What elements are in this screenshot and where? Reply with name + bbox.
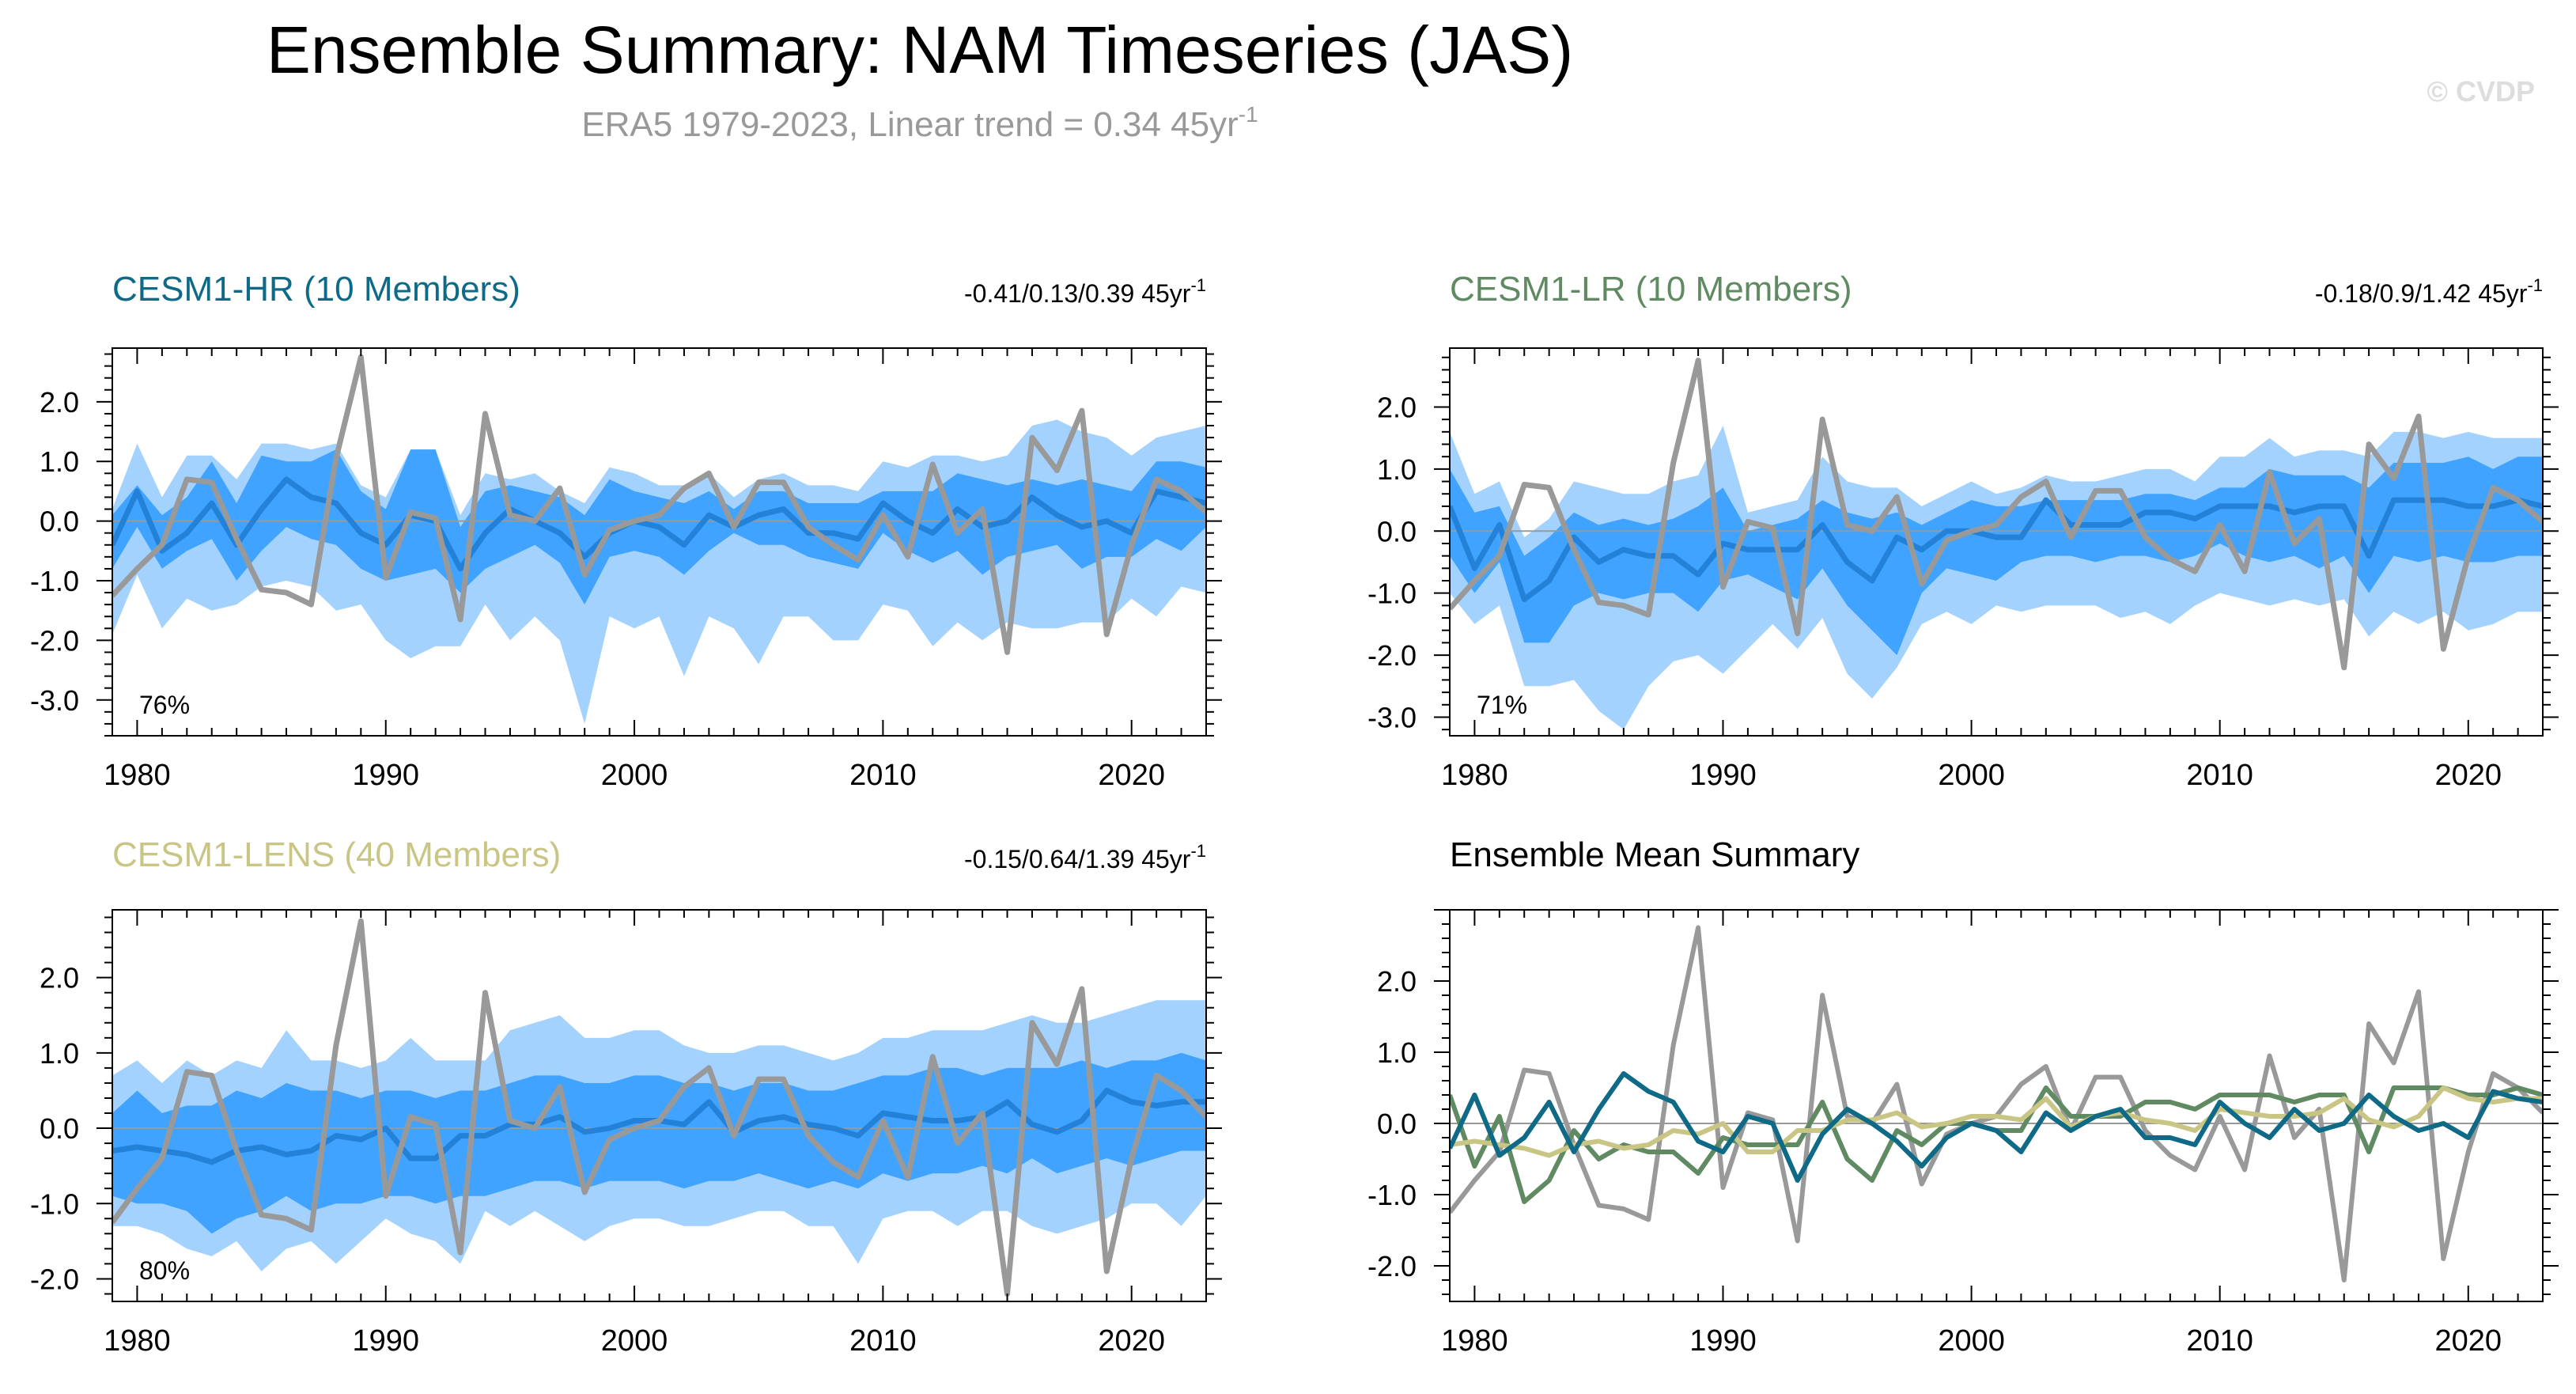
- plot-area: [1450, 925, 2543, 1282]
- panel-title: Ensemble Mean Summary: [1450, 835, 1859, 874]
- figure-title: Ensemble Summary: NAM Timeseries (JAS): [267, 13, 1573, 87]
- x-tick-label: 2010: [2186, 759, 2253, 792]
- watermark: © CVDP: [2427, 75, 2535, 108]
- y-tick-label: 1.0: [40, 1037, 79, 1070]
- x-tick-label: 2020: [1098, 1324, 1165, 1358]
- y-tick-label: -1.0: [30, 1188, 79, 1220]
- y-tick-label: 1.0: [1377, 453, 1417, 486]
- panels: 1980 1990 2000 2010 2020 2.0 1.0 0.0 -1.0 -2.0 -3.…: [30, 270, 2559, 1358]
- trend-label: -0.15/0.64/1.39 45yr-1: [964, 841, 1206, 873]
- x-tick-label: 1980: [104, 1324, 171, 1358]
- trend-sup: -1: [1190, 841, 1206, 861]
- y-tick-label: 0.0: [1377, 515, 1417, 547]
- y-tick-label: 0.0: [40, 506, 79, 538]
- trend-label: -0.18/0.9/1.42 45yr-1: [2315, 275, 2543, 308]
- panel-1: 1980 1990 2000 2010 2020 2.0 1.0 0.0 -1.0 -2.0 -3.…: [30, 270, 1222, 792]
- y-tick-label: 0.0: [1377, 1108, 1417, 1140]
- trend-text: -0.18/0.9/1.42 45yr: [2315, 279, 2528, 308]
- y-tick-label: 2.0: [40, 962, 79, 994]
- x-tick-label: 2000: [601, 1324, 668, 1358]
- y-tick-label: -2.0: [30, 1263, 79, 1295]
- percent-label: 80%: [139, 1256, 190, 1285]
- y-tick-label: -3.0: [30, 684, 79, 717]
- plot-area: [112, 918, 1206, 1297]
- x-tick-label: 1990: [352, 1324, 419, 1358]
- y-tick-label: 1.0: [1377, 1036, 1417, 1069]
- lens-mean-line: [1450, 1085, 2543, 1158]
- x-tick-label: 1990: [352, 759, 419, 792]
- y-tick-label: -2.0: [1367, 1250, 1417, 1282]
- y-tick-label: -2.0: [30, 624, 79, 657]
- y-tick-label: -1.0: [1367, 578, 1417, 610]
- y-tick-label: -2.0: [1367, 639, 1417, 672]
- y-tick-label: 1.0: [40, 445, 79, 478]
- y-tick-label: 2.0: [1377, 391, 1417, 423]
- trend-text: -0.15/0.64/1.39 45yr: [964, 845, 1191, 873]
- x-tick-label: 2000: [1938, 759, 2005, 792]
- panel-2: 1980 1990 2000 2010 2020 2.0 1.0 0.0 -1.0 -2.0 -3.…: [1367, 270, 2559, 792]
- trend-text: -0.41/0.13/0.39 45yr: [964, 279, 1191, 308]
- obs-line: [112, 918, 1206, 1297]
- panel-4: 1980 1990 2000 2010 2020 2.0 1.0 0.0 -1.0 -2.0 Ens…: [1367, 835, 2559, 1358]
- x-tick-label: 2010: [849, 759, 917, 792]
- figure-subtitle: ERA5 1979-2023, Linear trend = 0.34 45yr…: [581, 102, 1258, 144]
- panel-title: CESM1-LR (10 Members): [1450, 270, 1852, 309]
- obs-line: [112, 354, 1206, 655]
- trend-sup: -1: [2527, 275, 2543, 295]
- trend-label: -0.41/0.13/0.39 45yr-1: [964, 275, 1206, 308]
- x-tick-label: 1990: [1689, 1324, 1757, 1358]
- panel-3: 1980 1990 2000 2010 2020 2.0 1.0 0.0 -1.0 -2.0 CES…: [30, 835, 1222, 1358]
- x-tick-label: 2000: [601, 759, 668, 792]
- y-tick-label: 2.0: [40, 386, 79, 419]
- x-tick-label: 1980: [104, 759, 171, 792]
- percent-label: 76%: [139, 691, 190, 719]
- percent-label: 71%: [1477, 691, 1527, 719]
- x-tick-label: 2020: [2434, 759, 2502, 792]
- x-tick-label: 2020: [1098, 759, 1165, 792]
- panel-title: CESM1-HR (10 Members): [112, 270, 520, 309]
- y-tick-label: -3.0: [1367, 701, 1417, 733]
- subtitle-sup: -1: [1239, 102, 1258, 127]
- x-tick-label: 2020: [2434, 1324, 2502, 1358]
- y-tick-label: 0.0: [40, 1112, 79, 1145]
- trend-sup: -1: [1190, 275, 1206, 295]
- x-tick-label: 2010: [849, 1324, 917, 1358]
- plot-area: [112, 354, 1206, 724]
- x-tick-label: 1990: [1689, 759, 1757, 792]
- subtitle-text: ERA5 1979-2023, Linear trend = 0.34 45yr: [581, 105, 1238, 144]
- x-tick-label: 2010: [2186, 1324, 2253, 1358]
- y-tick-label: -1.0: [1367, 1179, 1417, 1211]
- y-tick-label: -1.0: [30, 565, 79, 597]
- x-tick-label: 2000: [1938, 1324, 2005, 1358]
- x-tick-label: 1980: [1441, 1324, 1508, 1358]
- obs-line: [1450, 358, 2543, 671]
- y-tick-label: 2.0: [1377, 965, 1417, 998]
- panel-title: CESM1-LENS (40 Members): [112, 835, 561, 874]
- hr-mean-line: [1450, 1071, 2543, 1183]
- x-tick-label: 1980: [1441, 759, 1508, 792]
- plot-area: [1450, 358, 2543, 730]
